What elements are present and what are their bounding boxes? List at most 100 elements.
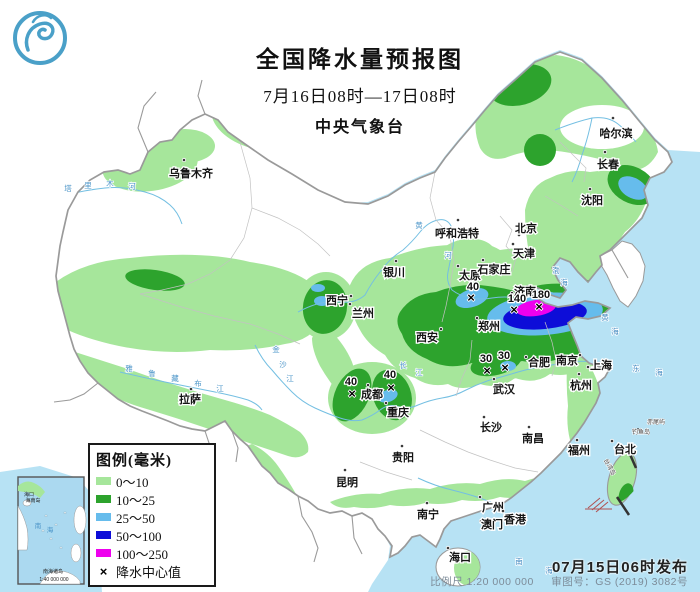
city-dot	[181, 157, 187, 163]
city-label: 福州	[567, 443, 590, 457]
foreign-borders	[53, 79, 629, 563]
city-label: 西安	[416, 330, 438, 344]
legend-box: 图例(毫米) 0～10 10～25 25～50 50～100 100～250 × 降水中…	[88, 443, 216, 587]
precip-value: 40	[467, 281, 479, 293]
precip-x-marker: ×	[510, 302, 518, 317]
precip-value: 40	[345, 376, 357, 388]
city-label: 长春	[597, 157, 620, 171]
city-dot	[585, 364, 591, 370]
inset-islands-label: 南海诸岛	[43, 568, 63, 575]
legend-title: 图例(毫米)	[96, 453, 172, 469]
city-dot	[509, 290, 515, 296]
city-label: 兰州	[352, 306, 374, 320]
city-label: 海口	[449, 550, 471, 564]
city-dot	[477, 494, 483, 500]
precip-x-marker: ×	[348, 386, 356, 401]
precip-x-marker: ×	[387, 380, 395, 395]
rivers	[61, 117, 637, 506]
city-dot	[609, 438, 615, 444]
river-label: 江	[216, 384, 224, 393]
city-dot	[576, 371, 582, 377]
sea-label: 东	[632, 363, 640, 373]
sea-label: 黄	[601, 312, 609, 322]
legend-swatch	[96, 531, 111, 539]
legend-swatch	[96, 549, 111, 557]
city-dot	[347, 301, 353, 307]
city-dot	[474, 315, 480, 321]
city-dot	[500, 508, 506, 514]
inset-hainan-label: 海南岛	[25, 497, 40, 504]
city-label: 银川	[383, 265, 405, 279]
legend-row: 25～50	[96, 508, 208, 526]
city-label: 沈阳	[581, 193, 603, 207]
boundary-markers	[585, 419, 653, 516]
river-label: 鲁	[148, 368, 156, 378]
map-approval-number: 审图号：GS (2019) 3082号	[551, 576, 688, 588]
legend-swatch	[96, 513, 111, 521]
river-label: 河	[444, 251, 452, 260]
city-dot	[526, 424, 532, 430]
city-dot	[587, 186, 593, 192]
city-label: 北京	[515, 221, 537, 235]
forecast-period: 7月16日08时—17日08时	[263, 87, 457, 106]
city-label: 昆明	[336, 476, 358, 489]
city-dot	[516, 232, 522, 238]
inset-scale-label: 1:40 000 000	[39, 577, 68, 583]
island-label: 钓鱼岛	[632, 428, 650, 436]
city-dot	[393, 258, 399, 264]
legend-range-label: 0～10	[116, 474, 149, 490]
cma-logo	[13, 11, 67, 65]
river-label: 布	[194, 378, 202, 388]
legend-range-label: 25～50	[116, 510, 156, 526]
legend-range-label: 10～25	[116, 492, 156, 508]
city-label: 长沙	[480, 420, 502, 434]
city-label: 上海	[590, 358, 612, 372]
precip-value: 30	[498, 350, 510, 362]
city-dot	[365, 382, 371, 388]
precip-value: 40	[384, 369, 396, 381]
sea-label: 渤	[552, 265, 560, 275]
city-label: 成都	[361, 387, 383, 401]
river-label: 黄	[415, 220, 423, 230]
city-dot	[455, 217, 461, 223]
precip-value: 180	[532, 289, 550, 301]
map-credits: 比例尺 1:20 000 000 审图号：GS (2019) 3082号	[430, 574, 688, 589]
city-dot	[481, 414, 487, 420]
inset-haikou-label: 海口	[24, 491, 34, 498]
city-dot	[348, 293, 354, 299]
city-label: 重庆	[387, 405, 409, 419]
map-scale: 比例尺 1:20 000 000	[430, 576, 534, 588]
city-label: 合肥	[528, 355, 550, 369]
city-dot	[610, 115, 616, 121]
city-dot	[510, 241, 516, 247]
legend-range-label: 50～100	[116, 528, 162, 544]
sea-label: 海	[611, 326, 619, 336]
city-label: 武汉	[493, 382, 516, 396]
inset-sea-label: 南	[35, 521, 42, 530]
sea-label: 海	[560, 277, 568, 287]
geo-labels: 塔里木河黄河长江金沙江雅鲁藏布江渤海黄海东 海南海台湾岛钓鱼岛赤尾屿	[64, 177, 666, 575]
river-label: 长	[399, 360, 407, 370]
river-label: 藏	[171, 373, 179, 383]
city-label: 南昌	[522, 431, 544, 445]
city-dot	[574, 437, 580, 443]
precip-x-marker: ×	[483, 363, 491, 378]
precip-x-marker: ×	[467, 290, 475, 305]
city-label: 南宁	[417, 507, 439, 521]
precip-value: 30	[480, 353, 492, 365]
island-label: 赤尾屿	[647, 418, 665, 426]
map-header: 全国降水量预报图 7月16日08时—17日08时 中央气象台	[160, 40, 560, 137]
inset-sea-label: 海	[47, 525, 54, 534]
river-label: 木	[106, 178, 114, 188]
city-dot	[478, 518, 484, 524]
legend-rows: 0～10 10～25 25～50 50～100 100～250	[96, 472, 208, 562]
ne-white-gap	[560, 105, 644, 149]
city-dot	[383, 400, 389, 406]
river-label: 江	[286, 374, 294, 383]
city-label: 贵阳	[392, 450, 414, 464]
city-dot	[577, 352, 583, 358]
city-label: 郑州	[478, 319, 500, 333]
